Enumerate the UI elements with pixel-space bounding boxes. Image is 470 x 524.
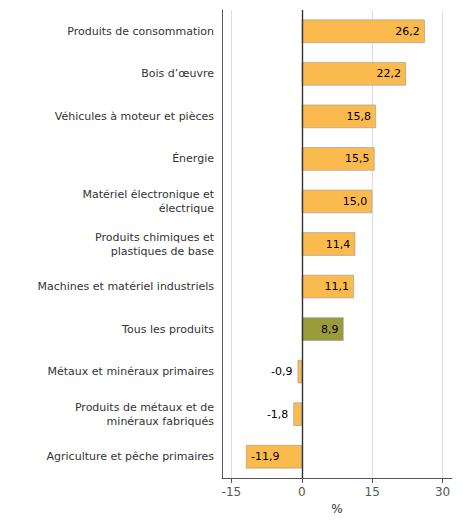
svg-text:Métaux et minéraux primaires: Métaux et minéraux primaires [48,365,215,378]
svg-text:Énergie: Énergie [172,152,214,165]
svg-text:11,1: 11,1 [324,280,349,293]
svg-text:électrique: électrique [159,202,214,215]
svg-text:Produits chimiques et: Produits chimiques et [95,231,215,244]
svg-text:-0,9: -0,9 [271,365,292,378]
svg-text:30: 30 [435,485,450,499]
svg-text:26,2: 26,2 [395,25,420,38]
svg-text:-15: -15 [222,485,242,499]
svg-text:15,0: 15,0 [343,195,368,208]
svg-text:Bois d’œuvre: Bois d’œuvre [141,67,214,80]
svg-text:Tous les produits: Tous les produits [121,323,214,336]
svg-text:Véhicules à moteur et pièces: Véhicules à moteur et pièces [55,110,214,123]
svg-text:22,2: 22,2 [377,67,402,80]
svg-text:Produits de consommation: Produits de consommation [67,25,214,38]
svg-text:plastiques de base: plastiques de base [111,245,215,258]
svg-text:11,4: 11,4 [326,238,351,251]
svg-text:Produits de métaux et de: Produits de métaux et de [75,401,214,414]
svg-text:15,5: 15,5 [345,152,370,165]
svg-text:-11,9: -11,9 [251,450,279,463]
svg-text:minéraux fabriqués: minéraux fabriqués [107,415,215,428]
svg-text:%: % [331,502,342,516]
svg-text:15,8: 15,8 [346,110,371,123]
svg-text:Machines et matériel industrie: Machines et matériel industriels [38,280,215,293]
svg-text:Agriculture et pêche primaires: Agriculture et pêche primaires [47,450,215,463]
svg-text:8,9: 8,9 [321,323,339,336]
svg-text:Matériel électronique et: Matériel électronique et [82,188,214,201]
svg-text:15: 15 [365,485,380,499]
svg-text:0: 0 [298,485,306,499]
svg-text:-1,8: -1,8 [267,408,288,421]
